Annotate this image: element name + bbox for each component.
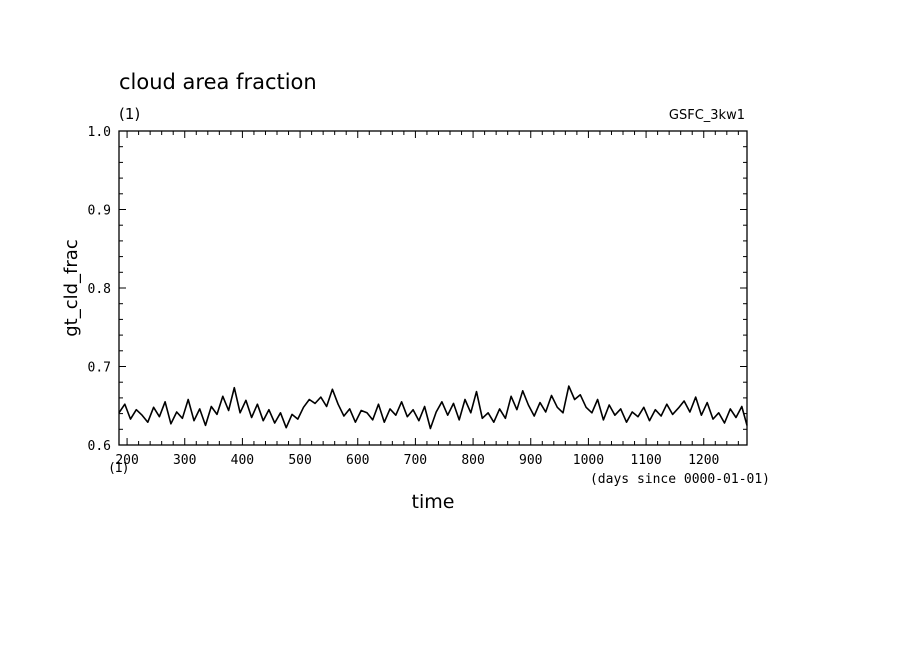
run-label: GSFC_3kw1 xyxy=(669,108,745,123)
x-tick-label: 700 xyxy=(404,453,427,468)
y-tick-label: 1.0 xyxy=(88,125,111,140)
y-unit-label: (1) xyxy=(110,461,128,476)
x-tick-label: 400 xyxy=(231,453,254,468)
plot-frame xyxy=(118,130,748,446)
y-tick-label: 0.9 xyxy=(88,204,111,219)
x-tick-label: 500 xyxy=(288,453,311,468)
series-layer xyxy=(118,385,748,430)
series-line xyxy=(118,385,748,430)
x-tick-label: 1100 xyxy=(630,453,661,468)
x-tick-label: 300 xyxy=(173,453,196,468)
x-tick-label: 600 xyxy=(346,453,369,468)
x-axis-tick-labels: 200 300 400 500 600 700 800 900 1000 1100 1200 xyxy=(115,453,719,468)
y-axis-ticks xyxy=(119,130,747,446)
x-axis-ticks xyxy=(126,131,739,445)
chart-subtitle: (1) xyxy=(119,105,140,123)
x-axis-label: time xyxy=(412,491,455,513)
x-tick-label: 800 xyxy=(461,453,484,468)
x-tick-label: 1200 xyxy=(688,453,719,468)
x-tick-label: 1000 xyxy=(573,453,604,468)
y-tick-label: 0.6 xyxy=(88,439,111,454)
chart-title: cloud area fraction xyxy=(119,70,317,94)
y-tick-label: 0.8 xyxy=(88,282,111,297)
y-axis-tick-labels: 0.6 0.7 0.8 0.9 1.0 xyxy=(88,125,111,454)
y-axis-label: gt_cld_frac xyxy=(61,239,82,336)
x-tick-label: 900 xyxy=(519,453,542,468)
x-tick-label: 200 xyxy=(115,453,138,468)
x-unit-label: (days since 0000-01-01) xyxy=(590,472,770,487)
y-tick-label: 0.7 xyxy=(88,361,111,376)
